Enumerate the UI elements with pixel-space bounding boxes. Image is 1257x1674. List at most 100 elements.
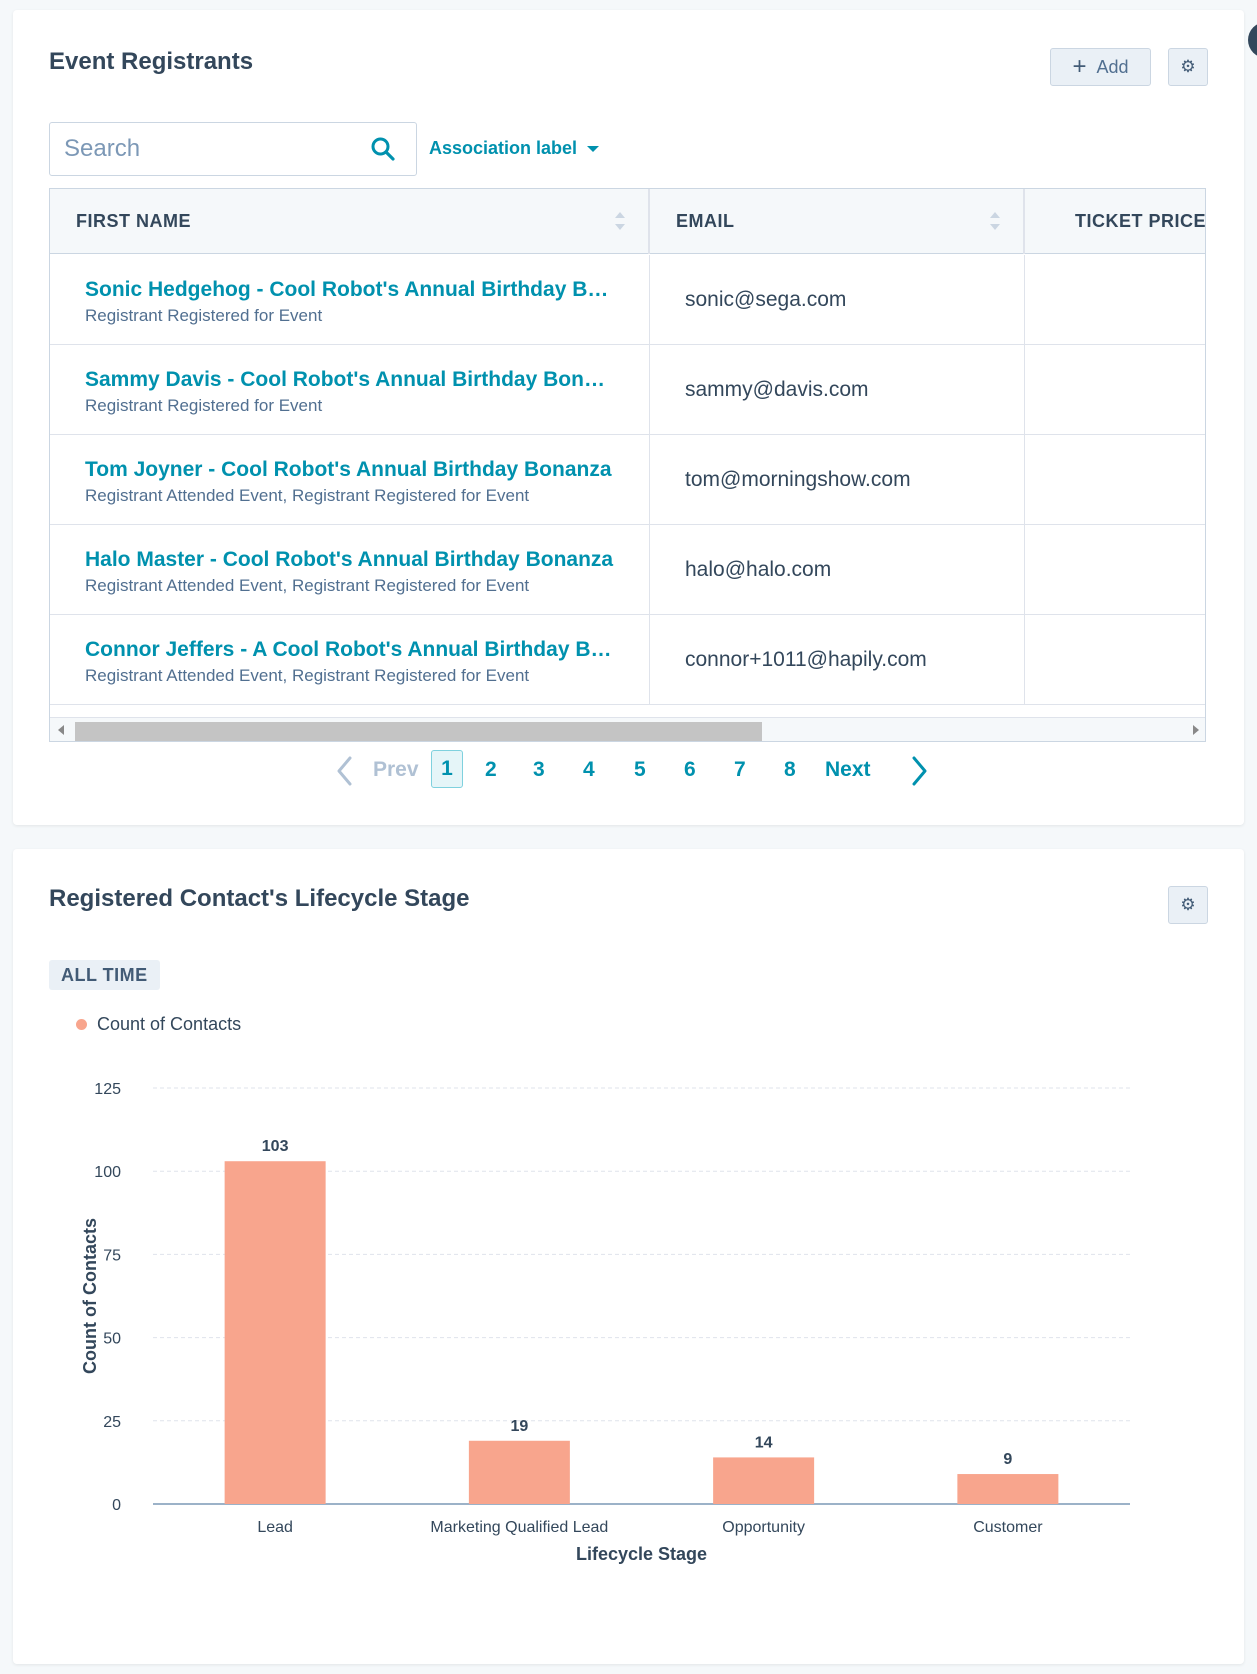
y-tick-label: 100	[94, 1164, 121, 1181]
ticket-price-cell	[1025, 435, 1205, 525]
scroll-left-icon[interactable]	[58, 725, 64, 735]
table-header: FIRST NAME EMAIL TICKET PRICE	[50, 189, 1206, 254]
page-button[interactable]: 8	[784, 758, 796, 781]
lifecycle-bar-chart: 0 25 50 75 100 125 103 Lead 19 Marketing Qualifie…	[80, 1081, 1130, 1564]
prev-page-button[interactable]: Prev	[373, 758, 419, 781]
record-link[interactable]: Sammy Davis - Cool Robot's Annual Birthd…	[85, 368, 615, 391]
association-label: Registrant Attended Event, Registrant Re…	[85, 576, 530, 595]
page-button[interactable]: 3	[533, 758, 545, 781]
record-link[interactable]: Halo Master - Cool Robot's Annual Birthd…	[85, 548, 614, 571]
table-row: Halo Master - Cool Robot's Annual Birthd…	[50, 525, 1205, 615]
first-name-cell: Sammy Davis - Cool Robot's Annual Birthd…	[50, 345, 650, 435]
column-header-label: EMAIL	[676, 211, 735, 231]
page-button[interactable]: 5	[634, 758, 646, 781]
x-tick-label: Opportunity	[722, 1519, 805, 1536]
caret-down-icon	[587, 145, 600, 152]
column-header-first-name[interactable]: FIRST NAME	[50, 189, 650, 254]
search-input[interactable]	[64, 135, 354, 163]
legend-dot-icon	[76, 1019, 87, 1030]
gear-icon: ⚙	[1180, 57, 1196, 76]
x-tick-label: Marketing Qualified Lead	[430, 1519, 608, 1536]
lifecycle-settings-button[interactable]: ⚙	[1168, 886, 1208, 924]
add-button-label: Add	[1096, 56, 1129, 77]
next-page-button[interactable]: Next	[825, 758, 871, 781]
y-tick-label: 50	[103, 1331, 121, 1348]
bar-value-label: 9	[1003, 1451, 1012, 1468]
event-registrants-card: Event Registrants + Add ⚙ Association la…	[13, 10, 1244, 825]
registrants-table: FIRST NAME EMAIL TICKET PRICE Sonic Hedg…	[49, 188, 1206, 742]
y-axis-title: Count of Contacts	[80, 1218, 100, 1374]
bar[interactable]	[957, 1474, 1059, 1504]
table-row: Connor Jeffers - A Cool Robot's Annual B…	[50, 615, 1205, 705]
ticket-price-cell	[1025, 345, 1205, 435]
association-label-filter[interactable]: Association label	[429, 138, 600, 159]
plus-icon: +	[1072, 53, 1087, 80]
registrants-settings-button[interactable]: ⚙	[1168, 48, 1208, 86]
association-label: Registrant Registered for Event	[85, 306, 323, 325]
ticket-price-cell	[1025, 525, 1205, 615]
association-label: Registrant Attended Event, Registrant Re…	[85, 486, 530, 505]
sort-icon[interactable]	[989, 209, 1001, 233]
first-name-cell: Halo Master - Cool Robot's Annual Birthd…	[50, 525, 650, 615]
sort-icon[interactable]	[614, 209, 626, 233]
email-cell: halo@halo.com	[650, 525, 1025, 615]
lifecycle-stage-card: Registered Contact's Lifecycle Stage ⚙ A…	[13, 849, 1244, 1664]
record-link[interactable]: Sonic Hedgehog - Cool Robot's Annual Bir…	[85, 278, 615, 301]
chart-legend[interactable]: Count of Contacts	[76, 1014, 241, 1035]
column-header-label: FIRST NAME	[76, 211, 191, 231]
table-row: Sonic Hedgehog - Cool Robot's Annual Bir…	[50, 255, 1205, 345]
chevron-right-icon[interactable]	[909, 754, 931, 788]
page-button[interactable]: 6	[684, 758, 696, 781]
first-name-cell: Tom Joyner - Cool Robot's Annual Birthda…	[50, 435, 650, 525]
bar-value-label: 19	[510, 1418, 528, 1435]
bar[interactable]	[224, 1161, 326, 1504]
x-axis-title: Lifecycle Stage	[576, 1544, 707, 1564]
chevron-left-icon[interactable]	[333, 754, 355, 788]
ticket-price-cell	[1025, 615, 1205, 705]
add-button[interactable]: + Add	[1050, 48, 1151, 86]
record-link[interactable]: Connor Jeffers - A Cool Robot's Annual B…	[85, 638, 615, 661]
page-button-current[interactable]: 1	[431, 750, 463, 788]
table-row: Sammy Davis - Cool Robot's Annual Birthd…	[50, 345, 1205, 435]
email-cell: connor+1011@hapily.com	[650, 615, 1025, 705]
bar[interactable]	[713, 1457, 815, 1504]
association-label: Registrant Attended Event, Registrant Re…	[85, 666, 530, 685]
y-tick-label: 75	[103, 1247, 121, 1264]
scroll-right-icon[interactable]	[1193, 725, 1199, 735]
bar-value-label: 14	[755, 1434, 773, 1451]
x-tick-label: Customer	[973, 1519, 1043, 1536]
y-tick-label: 25	[103, 1414, 121, 1431]
table-row: Tom Joyner - Cool Robot's Annual Birthda…	[50, 435, 1205, 525]
page-button[interactable]: 7	[734, 758, 746, 781]
column-header-ticket-price[interactable]: TICKET PRICE	[1025, 189, 1206, 254]
scrollbar-thumb[interactable]	[75, 722, 762, 741]
first-name-cell: Sonic Hedgehog - Cool Robot's Annual Bir…	[50, 255, 650, 345]
lifecycle-title: Registered Contact's Lifecycle Stage	[49, 885, 470, 912]
date-range-badge[interactable]: ALL TIME	[49, 960, 160, 990]
association-label: Registrant Registered for Event	[85, 396, 323, 415]
record-link[interactable]: Tom Joyner - Cool Robot's Annual Birthda…	[85, 458, 612, 481]
search-icon[interactable]	[370, 136, 396, 162]
y-tick-label: 125	[94, 1081, 121, 1098]
gear-icon: ⚙	[1180, 895, 1196, 914]
email-cell: sonic@sega.com	[650, 255, 1025, 345]
horizontal-scrollbar[interactable]	[50, 717, 1205, 741]
association-label-text: Association label	[429, 138, 578, 158]
page-button[interactable]: 2	[485, 758, 497, 781]
pagination: Prev 1 2 3 4 5 6 7 8 Next	[13, 750, 1244, 796]
email-cell: tom@morningshow.com	[650, 435, 1025, 525]
column-header-label: TICKET PRICE	[1075, 211, 1206, 231]
x-tick-label: Lead	[257, 1519, 293, 1536]
email-cell: sammy@davis.com	[650, 345, 1025, 435]
page-button[interactable]: 4	[583, 758, 595, 781]
column-header-email[interactable]: EMAIL	[650, 189, 1025, 254]
avatar[interactable]	[1248, 22, 1257, 58]
search-box	[49, 122, 417, 176]
y-tick-label: 0	[112, 1497, 121, 1514]
ticket-price-cell	[1025, 255, 1205, 345]
bar[interactable]	[468, 1440, 570, 1504]
registrants-title: Event Registrants	[49, 48, 254, 75]
bar-value-label: 103	[262, 1138, 289, 1155]
first-name-cell: Connor Jeffers - A Cool Robot's Annual B…	[50, 615, 650, 705]
legend-label: Count of Contacts	[97, 1014, 242, 1034]
